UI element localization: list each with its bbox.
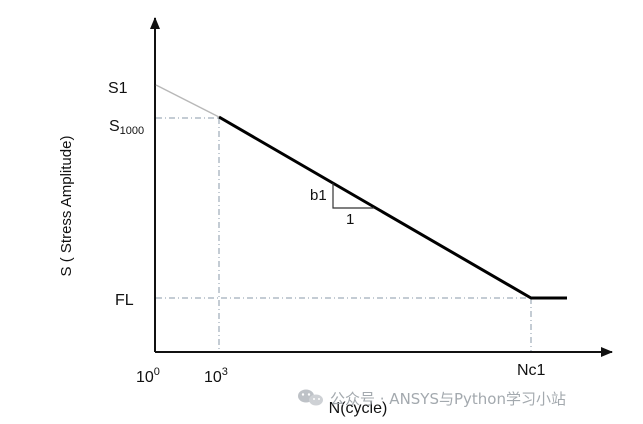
label-s1: S1 bbox=[108, 80, 128, 97]
label-n-origin: 100 bbox=[136, 366, 160, 386]
slope-triangle bbox=[332, 183, 374, 209]
watermark-text: 公众号 · ANSYS与Python学习小站 bbox=[330, 390, 566, 408]
label-s1000: S1000 bbox=[109, 118, 144, 137]
watermark: 公众号 · ANSYS与Python学习小站 bbox=[298, 389, 566, 408]
extrapolation-segment bbox=[155, 84, 220, 118]
wechat-icon bbox=[298, 389, 323, 406]
label-slope-run: 1 bbox=[346, 211, 354, 228]
label-n-origin-base: 10 bbox=[136, 369, 154, 386]
label-n1000: 103 bbox=[204, 366, 228, 386]
label-fl: FL bbox=[115, 292, 134, 309]
label-nc1: Nc1 bbox=[517, 362, 546, 379]
x-axis-title: N(cycle) bbox=[329, 400, 388, 417]
label-n1000-base: 10 bbox=[204, 369, 222, 386]
label-n1000-exp: 3 bbox=[222, 366, 228, 378]
y-axis-title: S ( Stress Amplitude) bbox=[58, 136, 75, 277]
sn-curve bbox=[218, 115, 567, 300]
label-n-origin-exp: 0 bbox=[154, 366, 160, 378]
label-s1000-main: S bbox=[109, 118, 120, 135]
label-s1000-sub: 1000 bbox=[120, 125, 144, 137]
label-slope-rise: b1 bbox=[310, 187, 327, 204]
